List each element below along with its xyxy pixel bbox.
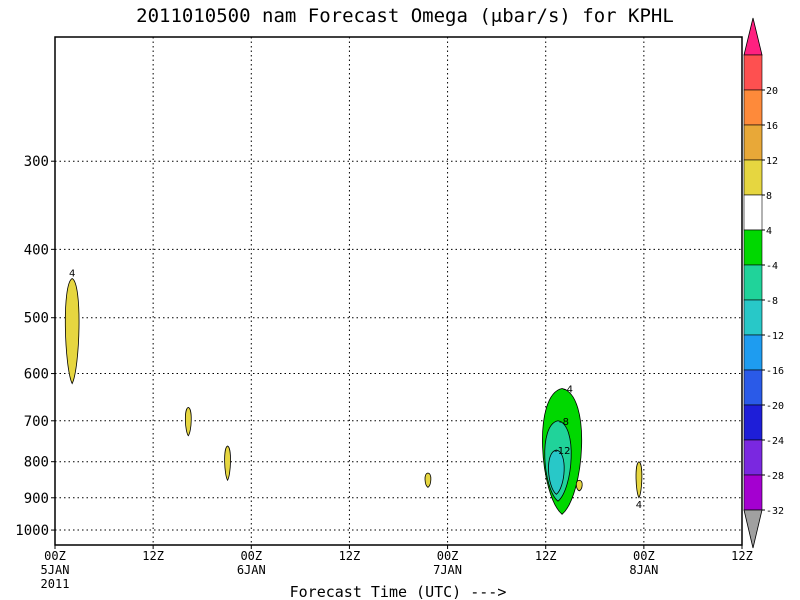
colorbar-label: 12 bbox=[766, 156, 778, 167]
y-tick-label: 900 bbox=[24, 491, 49, 507]
colorbar-label: 8 bbox=[766, 191, 772, 202]
x-tick-label: 00Z bbox=[240, 549, 262, 563]
colorbar-bottom-arrow bbox=[743, 509, 763, 549]
colorbar-label: -32 bbox=[766, 506, 784, 517]
x-tick-label: 12Z bbox=[339, 549, 361, 563]
x-axis-label: Forecast Time (UTC) ---> bbox=[290, 583, 507, 600]
contour-region bbox=[424, 472, 432, 488]
x-tick-year: 2011 bbox=[41, 577, 70, 591]
colorbar-segment bbox=[743, 124, 763, 161]
x-tick-label: 00Z bbox=[437, 549, 459, 563]
contour-label: 4 bbox=[69, 269, 75, 280]
colorbar-segment bbox=[743, 194, 763, 231]
x-tick-label: 00Z bbox=[44, 549, 66, 563]
y-tick-label: 400 bbox=[24, 242, 49, 258]
colorbar-label: -24 bbox=[766, 436, 784, 447]
colorbar-segment bbox=[743, 369, 763, 406]
y-tick-label: 600 bbox=[24, 367, 49, 383]
contour-region bbox=[575, 479, 583, 492]
y-tick-label: 300 bbox=[24, 154, 49, 170]
x-tick-date: 6JAN bbox=[237, 563, 266, 577]
contour-label: -4 bbox=[563, 385, 573, 396]
x-tick-date: 8JAN bbox=[629, 563, 658, 577]
colorbar-top-arrow bbox=[743, 17, 763, 56]
y-tick-label: 700 bbox=[24, 414, 49, 430]
colorbar: 20 16 12 8 4 -4 -8 -12 -16 -20 -24 -28 -32 bbox=[743, 17, 784, 549]
colorbar-label: -16 bbox=[766, 366, 784, 377]
x-tick-label: 00Z bbox=[633, 549, 655, 563]
colorbar-label: -20 bbox=[766, 401, 784, 412]
plot-frame bbox=[54, 36, 743, 546]
x-tick-label: 12Z bbox=[731, 549, 753, 563]
colorbar-label: -28 bbox=[766, 471, 784, 482]
x-tick-label: 12Z bbox=[142, 549, 164, 563]
colorbar-segment bbox=[743, 89, 763, 126]
contour-label: 4 bbox=[636, 500, 642, 511]
colorbar-segment bbox=[743, 474, 763, 511]
colorbar-segment bbox=[743, 299, 763, 336]
colorbar-segment bbox=[743, 229, 763, 266]
colorbar-label: 20 bbox=[766, 86, 778, 97]
x-tick-date: 7JAN bbox=[433, 563, 462, 577]
x-tick-label: 12Z bbox=[535, 549, 557, 563]
colorbar-segment bbox=[743, 404, 763, 441]
contour-region bbox=[64, 278, 80, 385]
colorbar-segment bbox=[743, 264, 763, 301]
contour-region bbox=[224, 445, 231, 482]
y-tick-label: 800 bbox=[24, 455, 49, 471]
colorbar-segment bbox=[743, 439, 763, 476]
colorbar-label: 4 bbox=[766, 226, 772, 237]
colorbar-segment bbox=[743, 159, 763, 196]
contour-region bbox=[184, 406, 192, 437]
colorbar-label: 16 bbox=[766, 121, 778, 132]
y-tick-label: 1000 bbox=[15, 523, 49, 539]
contour-region bbox=[548, 449, 565, 495]
y-tick-label: 500 bbox=[24, 311, 49, 327]
chart-title: 2011010500 nam Forecast Omega (μbar/s) f… bbox=[136, 5, 674, 27]
colorbar-label: -4 bbox=[766, 261, 778, 272]
colorbar-label: -8 bbox=[766, 296, 778, 307]
contour-label: -12 bbox=[554, 446, 570, 457]
colorbar-segment bbox=[743, 54, 763, 91]
contour-label: -8 bbox=[559, 417, 569, 428]
colorbar-segment bbox=[743, 334, 763, 371]
x-tick-date: 5JAN bbox=[41, 563, 70, 577]
colorbar-label: -12 bbox=[766, 331, 784, 342]
contour-region bbox=[635, 461, 643, 499]
